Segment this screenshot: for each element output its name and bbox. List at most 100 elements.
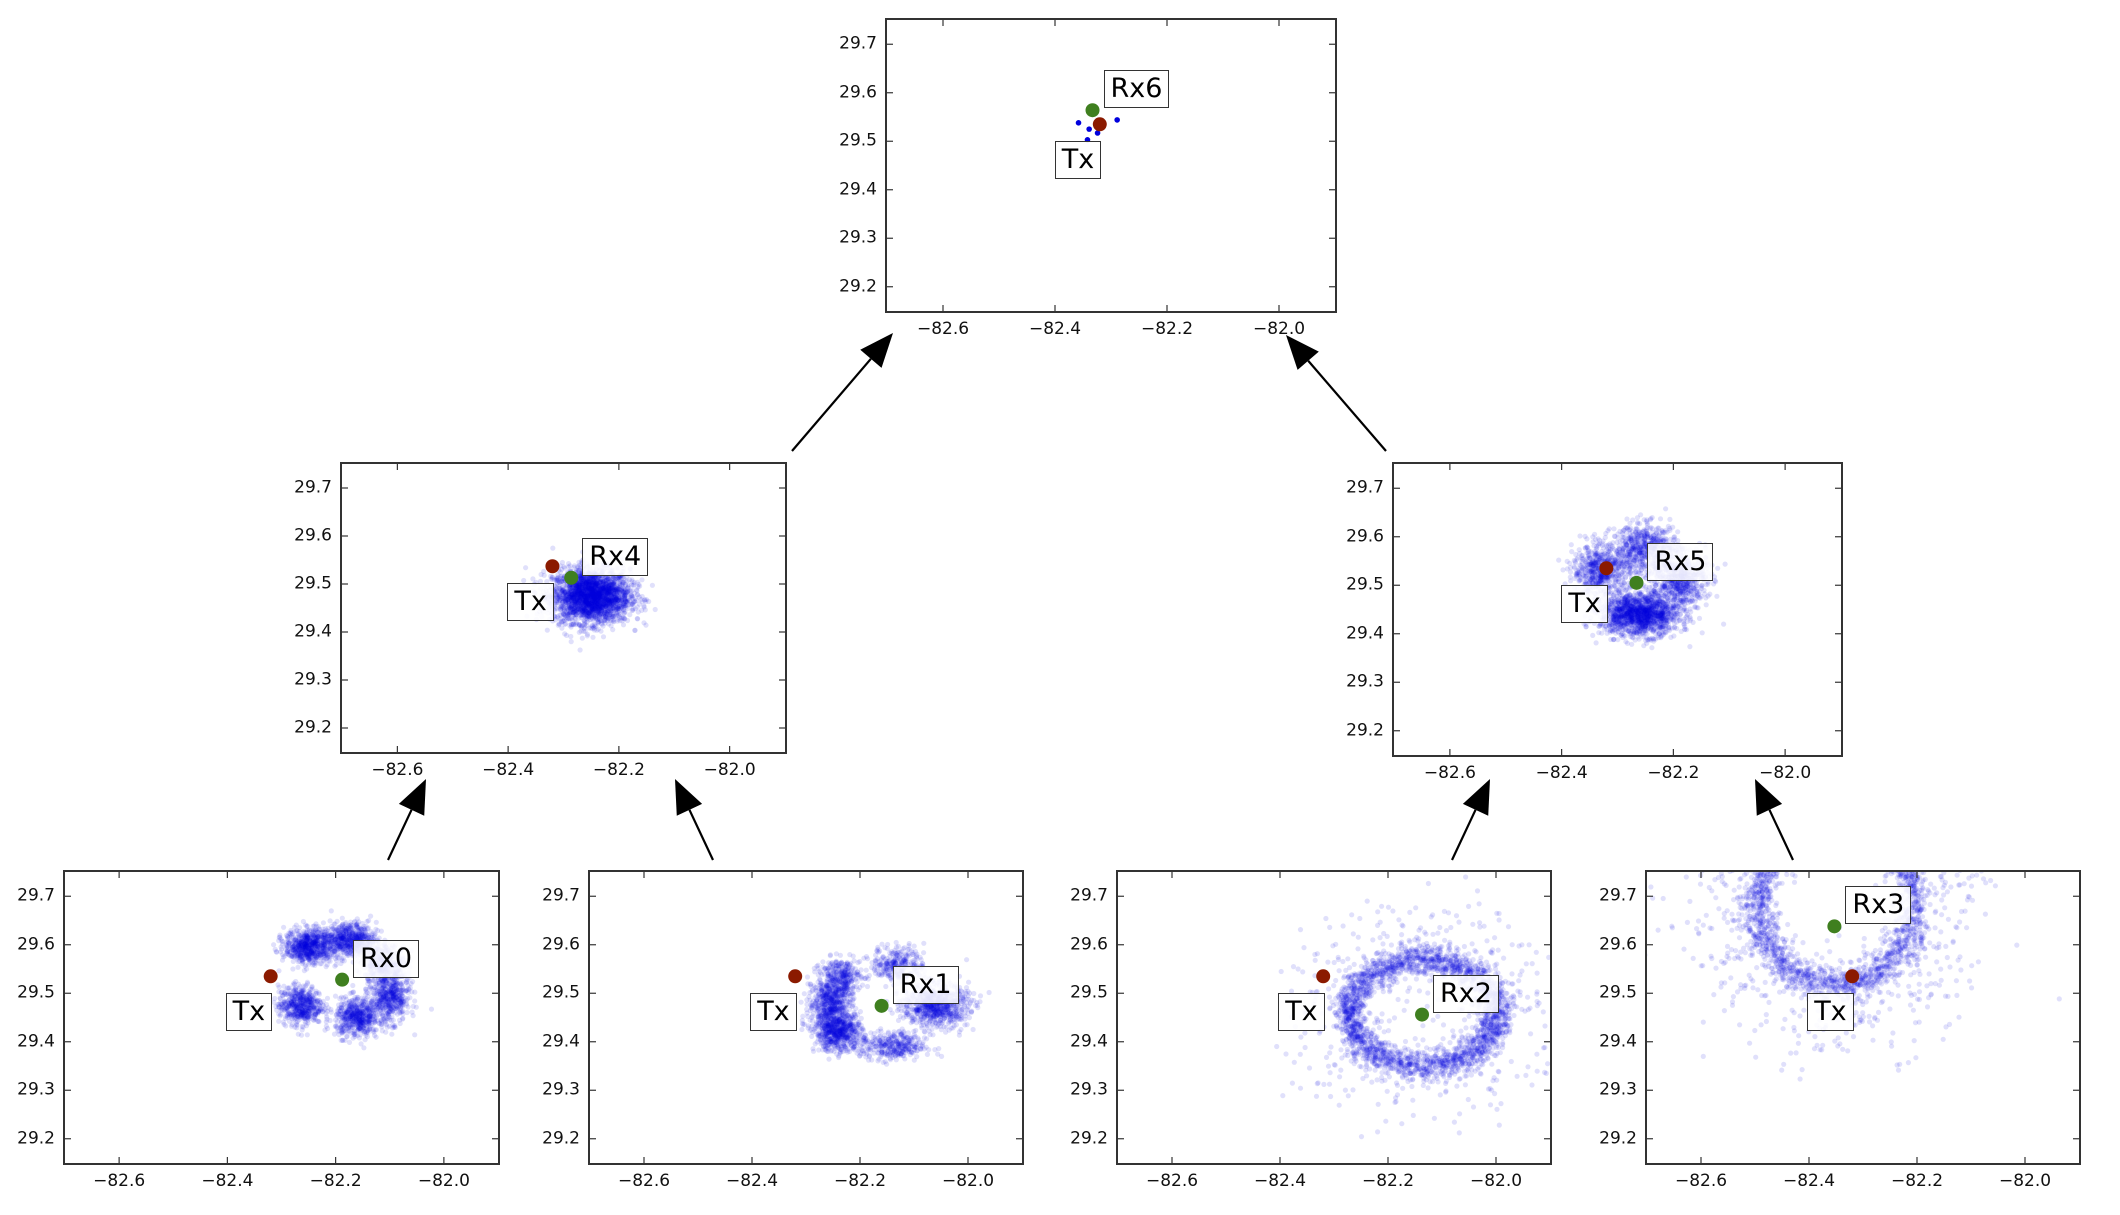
rx-marker-rx3 <box>1827 919 1842 934</box>
y-tick-label: 29.3 <box>294 669 332 690</box>
tx-label-rx2: Tx <box>1278 993 1325 1032</box>
y-tick-label: 29.4 <box>1599 1031 1637 1052</box>
scatter-area <box>1118 872 1550 1163</box>
y-tick-label: 29.7 <box>294 477 332 498</box>
arrowhead-icon <box>1755 779 1783 816</box>
tx-label-rx4: Tx <box>507 583 554 622</box>
y-tick-label: 29.7 <box>17 885 55 906</box>
y-tick-label: 29.4 <box>17 1031 55 1052</box>
scatter-point <box>1086 126 1092 132</box>
y-tick-label: 29.6 <box>839 82 877 103</box>
rx-label-rx5: Rx5 <box>1647 542 1714 581</box>
scatter-area <box>887 20 1335 311</box>
tx-marker-rx3 <box>1845 969 1860 984</box>
tx-marker-rx6 <box>1092 117 1107 132</box>
x-tick-label: −82.6 <box>916 319 970 339</box>
scatter-points <box>1274 874 1550 1140</box>
x-tick-label: −82.2 <box>1890 1171 1944 1191</box>
scatter-point <box>1094 130 1101 136</box>
x-tick-label: −82.2 <box>1361 1171 1415 1191</box>
rx-marker-rx1 <box>874 998 889 1013</box>
x-tick-label: −82.6 <box>617 1171 671 1191</box>
axes-frame <box>63 870 500 1165</box>
y-tick-label: 29.3 <box>542 1079 580 1100</box>
x-tick-label: −82.0 <box>1759 763 1812 783</box>
scatter-points <box>271 908 435 1051</box>
y-tick-label: 29.5 <box>1599 982 1637 1003</box>
tx-marker-rx1 <box>788 969 803 984</box>
x-tick-label: −82.0 <box>1469 1171 1523 1191</box>
x-tick-label: −82.2 <box>1647 763 1700 783</box>
y-tick-label: 29.4 <box>839 179 877 200</box>
rx-label-rx2: Rx2 <box>1433 974 1499 1013</box>
y-tick-label: 29.3 <box>1599 1079 1637 1100</box>
y-tick-label: 29.2 <box>1346 720 1384 741</box>
x-tick-label: −82.4 <box>1253 1171 1307 1191</box>
y-tick-label: 29.7 <box>1070 885 1108 906</box>
rx-marker-rx6 <box>1085 103 1100 118</box>
tick-marks <box>1647 872 2079 1163</box>
scatter-area <box>1647 872 2079 1163</box>
arrowhead-icon <box>675 779 703 816</box>
y-tick-label: 29.4 <box>542 1031 580 1052</box>
y-tick-label: 29.5 <box>17 982 55 1003</box>
tx-label-rx5: Tx <box>1561 585 1608 624</box>
y-tick-label: 29.6 <box>1070 934 1108 955</box>
rx-label-rx1: Rx1 <box>892 965 959 1004</box>
y-tick-label: 29.2 <box>294 717 332 738</box>
y-tick-label: 29.2 <box>542 1128 580 1149</box>
scatter-point <box>1114 117 1120 123</box>
x-tick-label: −82.2 <box>833 1171 887 1191</box>
y-tick-label: 29.2 <box>17 1128 55 1149</box>
x-tick-label: −82.4 <box>1028 319 1082 339</box>
tx-marker-rx4 <box>545 559 560 574</box>
y-tick-label: 29.2 <box>1599 1128 1637 1149</box>
scatter-area <box>65 872 498 1163</box>
y-tick-label: 29.5 <box>294 573 332 594</box>
x-tick-label: −82.4 <box>201 1171 254 1191</box>
y-tick-label: 29.4 <box>1070 1031 1108 1052</box>
rx-marker-rx4 <box>564 570 579 585</box>
y-tick-label: 29.5 <box>1070 982 1108 1003</box>
y-tick-label: 29.3 <box>839 227 877 248</box>
y-tick-label: 29.5 <box>542 982 580 1003</box>
rx-label-rx0: Rx0 <box>353 939 420 978</box>
y-tick-label: 29.6 <box>1599 934 1637 955</box>
y-tick-label: 29.4 <box>294 621 332 642</box>
y-tick-label: 29.7 <box>1599 885 1637 906</box>
tick-marks <box>65 872 498 1163</box>
arrow-rx5-to-rx6 <box>1286 335 1387 452</box>
arrow-rx3-to-rx5 <box>1755 779 1794 861</box>
arrowhead-icon <box>1462 779 1490 816</box>
x-tick-label: −82.6 <box>371 760 424 780</box>
rx-marker-rx5 <box>1629 575 1644 590</box>
tx-label-rx0: Tx <box>225 993 273 1032</box>
y-tick-label: 29.2 <box>839 276 877 297</box>
y-tick-label: 29.5 <box>839 130 877 151</box>
y-tick-label: 29.6 <box>17 934 55 955</box>
rx-label-rx6: Rx6 <box>1103 70 1170 109</box>
x-tick-label: −82.6 <box>1145 1171 1199 1191</box>
y-tick-label: 29.2 <box>1070 1128 1108 1149</box>
tick-marks <box>1394 464 1841 755</box>
x-tick-label: −82.4 <box>482 760 535 780</box>
axes-frame <box>885 18 1337 313</box>
y-tick-label: 29.4 <box>1346 623 1384 644</box>
x-tick-label: −82.2 <box>309 1171 362 1191</box>
scatter-point <box>1075 120 1082 126</box>
scatter-area <box>590 872 1022 1163</box>
arrowhead-icon <box>398 779 426 816</box>
axes-frame <box>1392 462 1843 757</box>
arrowhead-icon <box>860 333 893 368</box>
x-tick-label: −82.4 <box>1535 763 1588 783</box>
x-tick-label: −82.0 <box>1252 319 1306 339</box>
x-tick-label: −82.0 <box>1998 1171 2052 1191</box>
y-tick-label: 29.6 <box>542 934 580 955</box>
rx-marker-rx2 <box>1415 1007 1430 1022</box>
x-tick-label: −82.2 <box>592 760 645 780</box>
axes-frame <box>588 870 1024 1165</box>
scatter-area <box>342 464 785 752</box>
axes-frame <box>340 462 787 754</box>
tx-marker-rx2 <box>1316 969 1331 984</box>
